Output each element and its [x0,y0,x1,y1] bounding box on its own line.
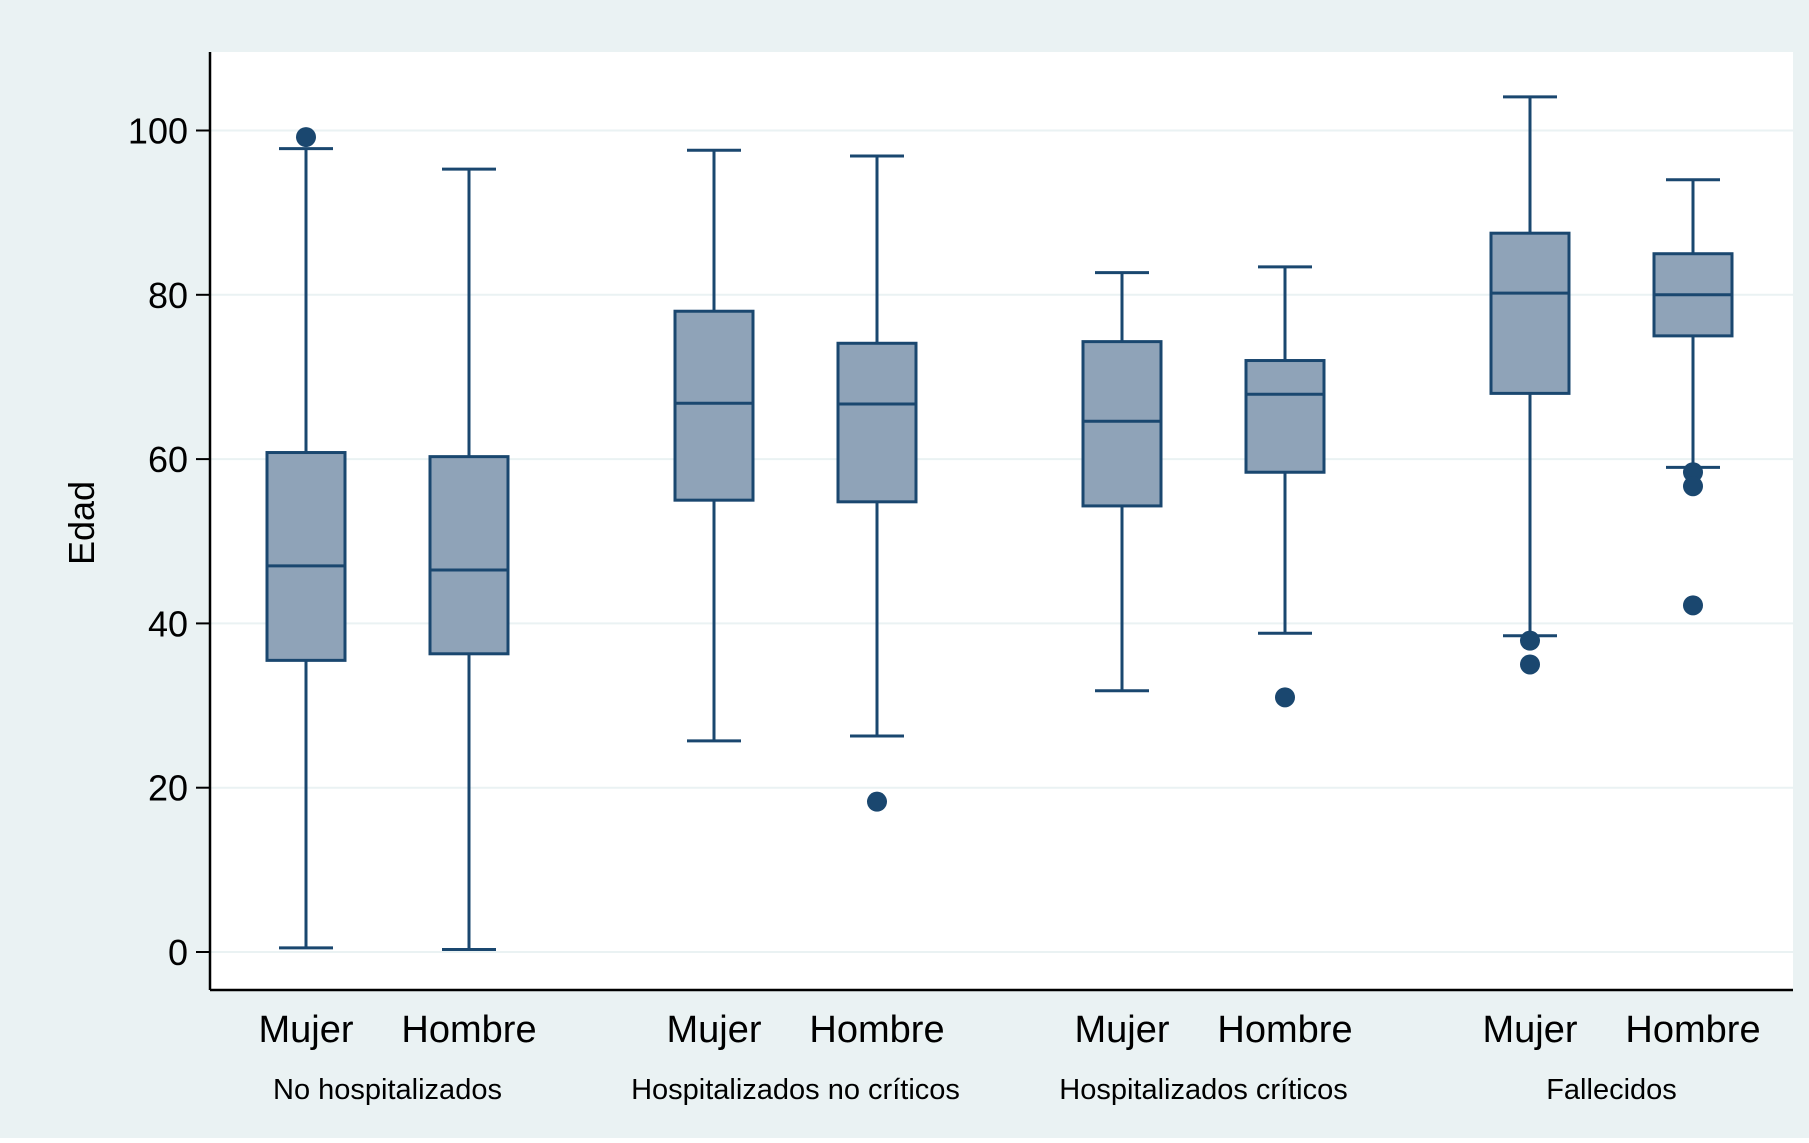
x-group-label: Fallecidos [1546,1074,1677,1106]
box-mujer-2 [673,148,755,743]
x-category-label: Hombre [401,1009,536,1051]
outlier-point [1275,687,1295,708]
y-tick-label: 80 [148,275,188,316]
box-iqr [265,451,347,662]
outlier-point [296,127,316,148]
y-tick-label: 0 [168,932,188,973]
outlier-point [1520,630,1540,651]
box-iqr [1489,231,1571,395]
box-hombre-1 [428,167,510,952]
y-tick-label: 40 [148,603,188,644]
x-category-label: Mujer [1482,1009,1577,1051]
x-category-label: Mujer [1074,1009,1169,1051]
y-axis-title: Edad [61,481,102,565]
outlier-point [867,791,887,812]
axis-labels: 0 20 40 60 80 100 Mujer Hombre No hospitalizados… [128,111,1761,1107]
box-iqr [1081,340,1163,508]
box-hombre-2 [836,154,918,812]
x-category-label: Hombre [1625,1009,1760,1051]
box-mujer-1 [265,127,347,950]
outlier-point [1683,462,1703,483]
x-category-label: Hombre [1217,1009,1352,1051]
outlier-point [1683,595,1703,616]
outlier-point [1683,476,1703,497]
y-tick-label: 100 [128,111,188,152]
box-iqr [836,341,918,504]
x-group-label: Hospitalizados críticos [1059,1074,1348,1106]
box-hombre-4 [1652,178,1734,616]
x-category-label: Mujer [666,1009,761,1051]
x-category-label: Hombre [809,1009,944,1051]
y-tick-label: 20 [148,768,188,809]
box-mujer-3 [1081,271,1163,693]
outlier-point [1520,654,1540,675]
box-iqr [1244,359,1326,474]
y-tick-label: 60 [148,439,188,480]
box-series [265,95,1734,952]
x-group-label: Hospitalizados no críticos [631,1074,960,1106]
x-category-label: Mujer [258,1009,353,1051]
box-mujer-4 [1489,95,1571,675]
x-group-label: No hospitalizados [273,1074,502,1106]
box-hombre-3 [1244,265,1326,708]
box-iqr [428,455,510,656]
box-iqr [673,309,755,502]
axes [196,52,1793,992]
